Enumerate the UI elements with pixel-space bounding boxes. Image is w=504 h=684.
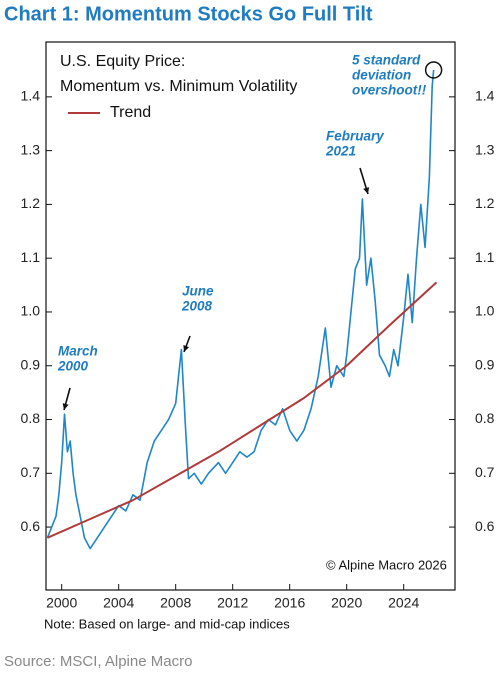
plot-frame (45, 41, 456, 591)
subtitle: U.S. Equity Price: (60, 53, 185, 70)
y2-tick-label: 0.8 (475, 410, 495, 426)
copyright: © Alpine Macro 2026 (326, 557, 447, 572)
y-tick-label: 0.8 (21, 410, 41, 426)
y2-tick-label: 1.3 (475, 141, 495, 157)
legend-label: Trend (110, 104, 151, 121)
chart-title: Chart 1: Momentum Stocks Go Full Tilt (4, 3, 373, 25)
note: Note: Based on large- and mid-cap indice… (44, 616, 290, 631)
x-tick-label: 2024 (388, 595, 419, 611)
y-tick-label: 1.1 (21, 249, 41, 265)
y2-tick-label: 1.1 (475, 249, 495, 265)
source: Source: MSCI, Alpine Macro (4, 653, 192, 670)
annotation: 2000 (57, 359, 89, 374)
annotation: February (326, 129, 385, 144)
annotation: 2021 (325, 144, 356, 159)
y2-tick-label: 1.4 (475, 88, 495, 104)
annotation: deviation (352, 68, 411, 83)
x-tick-label: 2004 (103, 595, 134, 611)
y-tick-label: 1.3 (21, 141, 41, 157)
arrow-head (363, 187, 370, 194)
y2-tick-label: 0.9 (475, 356, 495, 372)
highlight-circle (424, 61, 443, 79)
x-tick-label: 2012 (217, 595, 248, 611)
data-line (46, 69, 435, 550)
y-tick-label: 0.9 (21, 356, 41, 372)
annotation: 5 standard (352, 53, 421, 68)
y2-tick-label: 1.2 (475, 195, 495, 211)
y2-tick-label: 0.6 (475, 518, 495, 534)
arrow-head (62, 403, 69, 410)
y-tick-label: 1.4 (21, 88, 41, 104)
annotation: June (182, 284, 214, 299)
y-tick-label: 1.0 (21, 303, 41, 319)
y-tick-label: 0.7 (21, 464, 41, 480)
y-tick-label: 1.2 (21, 195, 41, 211)
x-tick-label: 2016 (274, 595, 305, 611)
x-tick-label: 2008 (160, 595, 191, 611)
trend-line (47, 281, 438, 539)
y-tick-label: 0.6 (21, 518, 41, 534)
y2-tick-label: 0.7 (475, 464, 495, 480)
y2-tick-label: 1.0 (475, 303, 495, 319)
arrow-head (183, 345, 190, 352)
subtitle: Momentum vs. Minimum Volatility (60, 78, 297, 95)
annotation: 2008 (181, 299, 213, 314)
annotation: March (58, 344, 98, 359)
x-tick-label: 2020 (331, 595, 362, 611)
annotation: overshoot!! (352, 83, 427, 98)
x-tick-label: 2000 (46, 595, 77, 611)
